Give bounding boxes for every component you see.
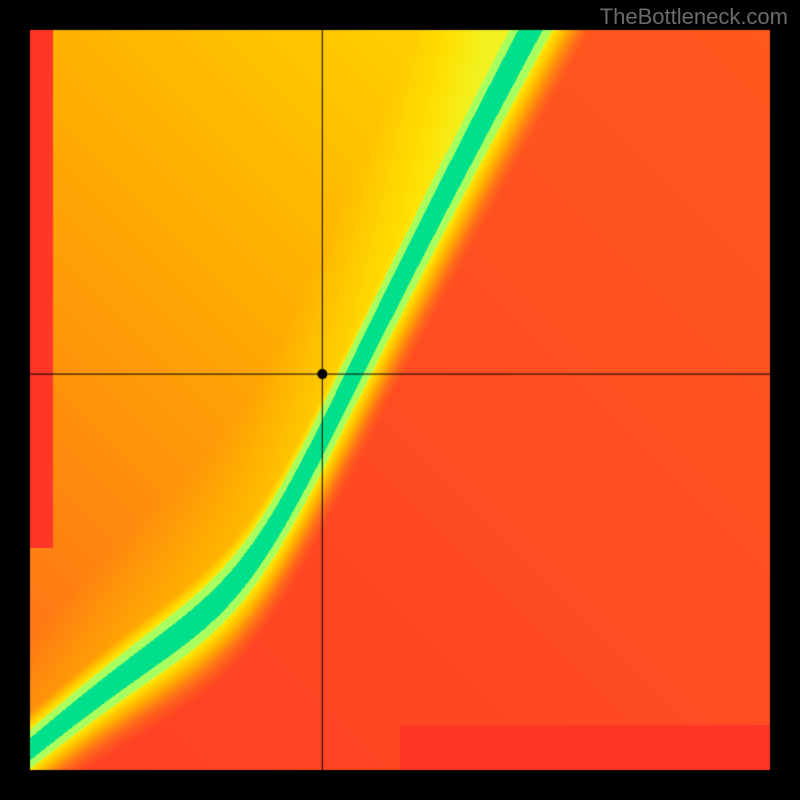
chart-container: TheBottleneck.com	[0, 0, 800, 800]
heatmap-canvas	[0, 0, 800, 800]
watermark-text: TheBottleneck.com	[600, 4, 788, 30]
